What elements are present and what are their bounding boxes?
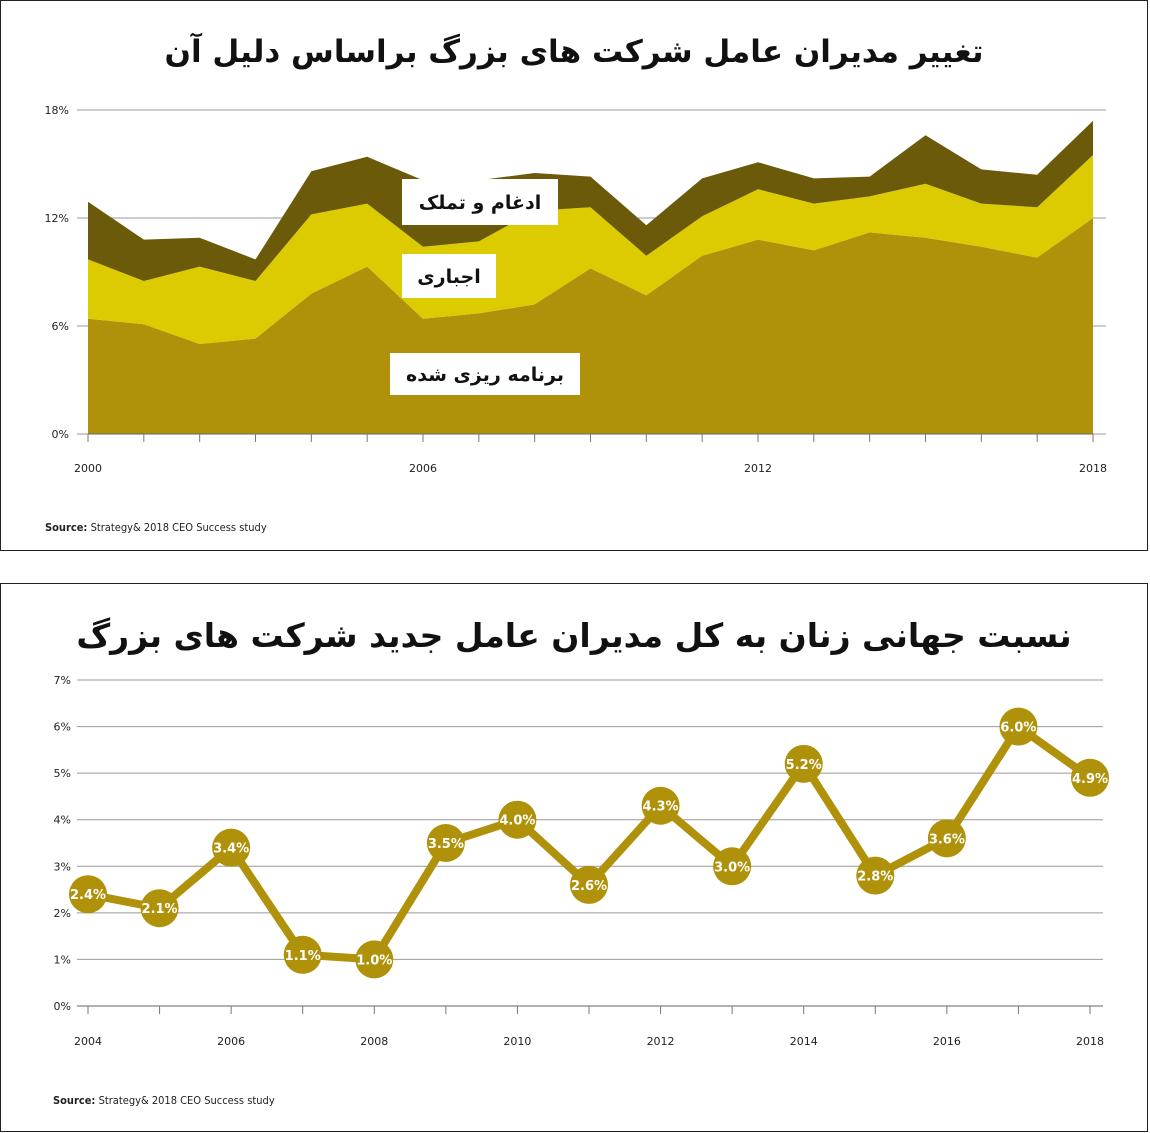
data-point-label: 2.1% [142, 902, 178, 917]
area-series-0 [88, 218, 1093, 434]
data-point-marker [856, 856, 895, 895]
source-label: Source: [53, 1094, 96, 1107]
series-label: ادغام و تملک [419, 192, 541, 214]
data-point-marker [999, 707, 1038, 746]
women-ceo-line-chart: 0% 1% 2% 3% 4% 5% 6% 7% 2004 2006 2008 2010 2012 2014… [54, 674, 1109, 1048]
women-ceo-source-note: Source: Strategy& 2018 CEO Success study [53, 1094, 275, 1107]
data-point-label: 3.4% [213, 842, 249, 857]
source-label: Source: [45, 521, 88, 534]
data-point-label: 1.1% [285, 949, 321, 964]
data-point-label: 1.0% [356, 953, 392, 968]
women-ceo-chart-panel: نسبت جهانی زنان به کل مدیران عامل جدید ش… [0, 583, 1148, 1132]
data-point-label: 2.6% [571, 879, 607, 894]
data-point-marker [1071, 758, 1109, 797]
turnover-area-chart: 0% 6% 12% 18% 2000 2006 2012 2018 برنامه ریزی شد… [45, 104, 1107, 475]
y-tick-label: 0% [52, 428, 69, 441]
data-point-marker [713, 847, 752, 886]
data-point-marker [426, 824, 465, 862]
y-tick-label: 4% [54, 814, 71, 827]
data-point-label: 4.9% [1072, 772, 1108, 787]
y-tick-label: 18% [45, 104, 69, 117]
data-point-label: 3.6% [929, 832, 965, 847]
series-label-box [402, 254, 496, 298]
area-series-1 [88, 155, 1093, 344]
y-tick-label: 1% [54, 953, 71, 966]
x-tick-label: 2006 [217, 1035, 245, 1048]
x-tick-label: 2012 [744, 462, 772, 475]
series-label-box [402, 179, 558, 225]
y-tick-label: 5% [54, 767, 71, 780]
x-tick-label: 2006 [409, 462, 437, 475]
data-point-marker [140, 889, 179, 928]
turnover-chart-title: تغییر مدیران عامل شرکت های بزرگ براساس د… [164, 34, 984, 70]
data-point-marker [283, 935, 322, 974]
series-label: اجباری [417, 266, 480, 288]
data-point-label: 3.5% [428, 837, 464, 852]
data-point-marker [784, 744, 823, 783]
women-ceo-chart-title: نسبت جهانی زنان به کل مدیران عامل جدید ش… [76, 616, 1072, 655]
x-tick-label: 2012 [647, 1035, 675, 1048]
y-tick-label: 2% [54, 907, 71, 920]
data-point-marker [69, 875, 107, 914]
data-point-marker [927, 819, 966, 858]
y-tick-label: 6% [54, 721, 71, 734]
y-tick-label: 3% [54, 860, 71, 873]
y-tick-label: 12% [45, 212, 69, 225]
x-tick-label: 2000 [74, 462, 102, 475]
data-point-label: 2.4% [70, 888, 106, 903]
turnover-source-note: Source: Strategy& 2018 CEO Success study [45, 521, 267, 534]
area-series-2 [88, 120, 1093, 281]
x-tick-label: 2014 [790, 1035, 818, 1048]
y-tick-label: 6% [52, 320, 69, 333]
data-point-marker [355, 940, 394, 979]
data-point-marker [212, 828, 251, 867]
data-point-label: 3.0% [714, 860, 750, 875]
data-point-label: 2.8% [857, 870, 893, 885]
data-point-label: 4.0% [499, 814, 535, 829]
y-tick-label: 7% [54, 674, 71, 687]
data-point-marker [641, 786, 680, 825]
source-text: Strategy& 2018 CEO Success study [90, 521, 267, 534]
data-point-label: 4.3% [643, 800, 679, 815]
y-tick-label: 0% [54, 1000, 71, 1013]
source-text: Strategy& 2018 CEO Success study [98, 1094, 275, 1107]
turnover-chart-panel: تغییر مدیران عامل شرکت های بزرگ براساس د… [0, 0, 1148, 551]
series-label-box [390, 353, 580, 395]
x-tick-label: 2010 [503, 1035, 531, 1048]
x-tick-label: 2018 [1079, 462, 1107, 475]
data-point-marker [570, 865, 608, 904]
data-point-label: 5.2% [786, 758, 822, 773]
data-point-label: 6.0% [1000, 721, 1036, 736]
x-tick-label: 2016 [933, 1035, 961, 1048]
x-tick-label: 2018 [1076, 1035, 1104, 1048]
series-label: برنامه ریزی شده [406, 364, 564, 386]
x-tick-label: 2008 [360, 1035, 388, 1048]
data-point-marker [498, 800, 537, 839]
x-tick-label: 2004 [74, 1035, 102, 1048]
